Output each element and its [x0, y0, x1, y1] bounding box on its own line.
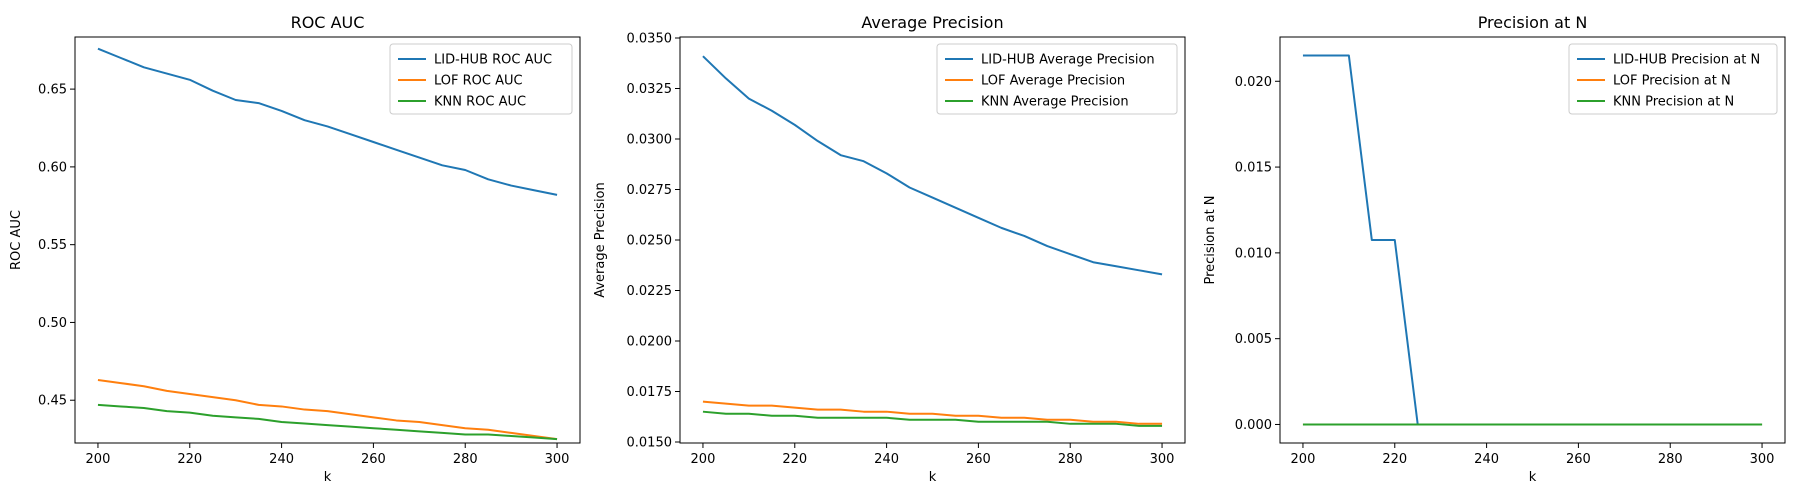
y-tick-label: 0.0275	[627, 183, 673, 198]
series-line-lid-hub-average-precision	[702, 55, 1163, 276]
x-tick-label: 240	[269, 452, 294, 467]
series-line-lof-average-precision	[702, 400, 1163, 425]
y-tick-label: 0.0150	[627, 435, 673, 450]
legend-box	[936, 43, 1178, 115]
y-axis-label: ROC AUC	[9, 210, 24, 270]
chart-average-precision: 200 220 240 260 280 300 0.0150 0.0175 0.0200 0.02…	[593, 13, 1186, 485]
x-tick-label: 300	[545, 452, 570, 467]
x-tick-label: 260	[361, 452, 386, 467]
x-tick-label: 240	[874, 452, 899, 467]
x-tick-label: 200	[86, 452, 111, 467]
y-tick-label: 0.60	[38, 160, 67, 175]
legend-entry: LOF Average Precision	[981, 74, 1125, 89]
x-tick-label: 280	[1058, 452, 1083, 467]
series-line-knn-average-precision	[702, 410, 1163, 427]
y-axis-label: Average Precision	[593, 182, 608, 298]
y-tick-label: 0.0225	[627, 284, 673, 299]
series-line-lid-hub-roc-auc	[97, 47, 558, 196]
x-tick-label: 220	[782, 452, 807, 467]
y-tick-label: 0.020	[1235, 75, 1272, 90]
chart-precision-at-n: 200 220 240 260 280 300 0.000 0.005 0.010 0.015 0.…	[1203, 13, 1786, 485]
x-tick-label: 260	[966, 452, 991, 467]
y-tick-label: 0.0250	[627, 234, 673, 249]
chart-title: ROC AUC	[291, 13, 365, 32]
legend-entry: LOF Precision at N	[1613, 74, 1731, 89]
y-tick-label: 0.0175	[627, 385, 673, 400]
x-tick-label: 300	[1750, 452, 1775, 467]
legend-entry: LID-HUB Precision at N	[1613, 53, 1760, 68]
x-tick-label: 240	[1474, 452, 1499, 467]
y-tick-label: 0.0350	[627, 32, 673, 47]
y-tick-label: 0.005	[1235, 332, 1272, 347]
legend-entry: KNN ROC AUC	[434, 95, 526, 110]
y-tick-label: 0.55	[38, 238, 67, 253]
x-axis-label: k	[324, 470, 332, 485]
series-line-knn-roc-auc	[97, 403, 558, 441]
plot-frame	[1279, 36, 1786, 444]
legend-entry: LID-HUB ROC AUC	[434, 53, 552, 68]
y-axis-label: Precision at N	[1203, 195, 1218, 284]
chart-title: Precision at N	[1478, 13, 1588, 32]
x-tick-label: 280	[453, 452, 478, 467]
x-axis-label: k	[929, 470, 937, 485]
x-tick-label: 200	[691, 452, 716, 467]
y-tick-label: 0.000	[1235, 418, 1272, 433]
x-tick-label: 220	[1382, 452, 1407, 467]
x-tick-label: 220	[177, 452, 202, 467]
legend: LID-HUB ROC AUC LOF ROC AUC KNN ROC AUC	[389, 43, 573, 115]
x-tick-label: 280	[1658, 452, 1683, 467]
chart-title: Average Precision	[861, 13, 1003, 32]
legend-entry: LOF ROC AUC	[434, 74, 523, 89]
y-tick-label: 0.0325	[627, 82, 673, 97]
legend-entry: LID-HUB Average Precision	[981, 53, 1155, 68]
x-tick-label: 300	[1150, 452, 1175, 467]
legend: LID-HUB Precision at N LOF Precision at N…	[1568, 43, 1778, 115]
legend-box	[1568, 43, 1778, 115]
legend: LID-HUB Average Precision LOF Average Pre…	[936, 43, 1178, 115]
series-line-lof-roc-auc	[97, 379, 558, 441]
plot-frame	[74, 36, 581, 444]
chart-roc-auc: 200 220 240 260 280 300 0.45 0.50 0.55 0.60 0.65 RO…	[9, 13, 581, 485]
legend-entry: KNN Precision at N	[1613, 95, 1734, 110]
legend-entry: KNN Average Precision	[981, 95, 1129, 110]
y-tick-label: 0.015	[1235, 161, 1272, 176]
y-tick-label: 0.45	[38, 394, 67, 409]
y-tick-label: 0.50	[38, 316, 67, 331]
y-tick-label: 0.65	[38, 83, 67, 98]
y-tick-label: 0.010	[1235, 246, 1272, 261]
x-axis-label: k	[1529, 470, 1537, 485]
x-tick-label: 260	[1566, 452, 1591, 467]
x-tick-label: 200	[1291, 452, 1316, 467]
y-tick-label: 0.0200	[627, 334, 673, 349]
y-tick-label: 0.0300	[627, 133, 673, 148]
legend-box	[389, 43, 573, 115]
